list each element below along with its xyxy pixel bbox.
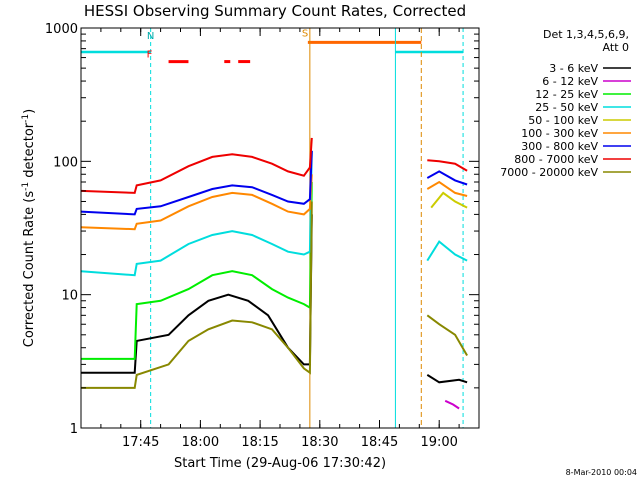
x-axis: 17:45 18:00 18:15 18:30 18:45 19:00: [80, 28, 480, 450]
series-line: [80, 150, 468, 216]
legend-label: 25 - 50 keV: [535, 101, 598, 114]
marker-label: N: [147, 31, 154, 42]
series-line: [80, 174, 468, 231]
x-tick-label: 17:45: [122, 435, 159, 450]
x-tick-label: 18:00: [182, 435, 219, 450]
y-axis-label: Corrected Count Rate (s-1 detector-1): [21, 109, 37, 347]
series-line: [430, 191, 468, 209]
y-axis: 1 10 100 1000: [45, 22, 479, 437]
series-line: [81, 201, 468, 389]
y-tick-label: 1: [70, 422, 78, 437]
legend-label: 300 - 800 keV: [521, 140, 598, 153]
y-axis-label-sup: -1: [21, 114, 31, 123]
legend-label: 3 - 6 keV: [549, 62, 598, 75]
y-tick-label: 1000: [45, 22, 78, 37]
series-line: [81, 181, 313, 360]
legend-label: 50 - 100 keV: [528, 114, 598, 127]
legend-label: 6 - 12 keV: [542, 75, 598, 88]
timestamp-label: 8-Mar-2010 00:04: [566, 468, 637, 477]
y-axis-label-part: detector: [22, 122, 37, 182]
series-line: [81, 214, 468, 384]
legend-header-line: Det 1,3,4,5,6,9,: [543, 28, 629, 41]
series-line: [80, 137, 468, 194]
series-line: [80, 150, 468, 277]
x-tick-label: 18:45: [361, 435, 398, 450]
legend-header-line: Att 0: [603, 41, 629, 54]
y-tick-label: 100: [53, 155, 78, 170]
marker-label: F: [147, 50, 153, 61]
legend-label: 7000 - 20000 keV: [500, 166, 598, 179]
legend-label: 100 - 300 keV: [521, 127, 598, 140]
plot-frame: [80, 27, 480, 429]
x-tick-label: 18:15: [241, 435, 278, 450]
series-line: [444, 399, 460, 410]
legend-label: 12 - 25 keV: [535, 88, 598, 101]
x-axis-label: Start Time (29-Aug-06 17:30:42): [174, 456, 386, 471]
y-tick-label: 10: [61, 289, 78, 304]
chart-title: HESSI Observing Summary Count Rates, Cor…: [84, 2, 466, 20]
x-tick-label: 18:30: [301, 435, 338, 450]
legend-label: 800 - 7000 keV: [514, 153, 598, 166]
plot-area: NF S: [80, 28, 468, 428]
y-axis-label-part: ): [22, 109, 37, 114]
y-axis-label-sup: -1: [21, 182, 31, 191]
marker-label: S: [302, 29, 308, 40]
y-axis-label-part: Corrected Count Rate (s: [22, 191, 37, 348]
x-tick-label: 19:00: [420, 435, 457, 450]
